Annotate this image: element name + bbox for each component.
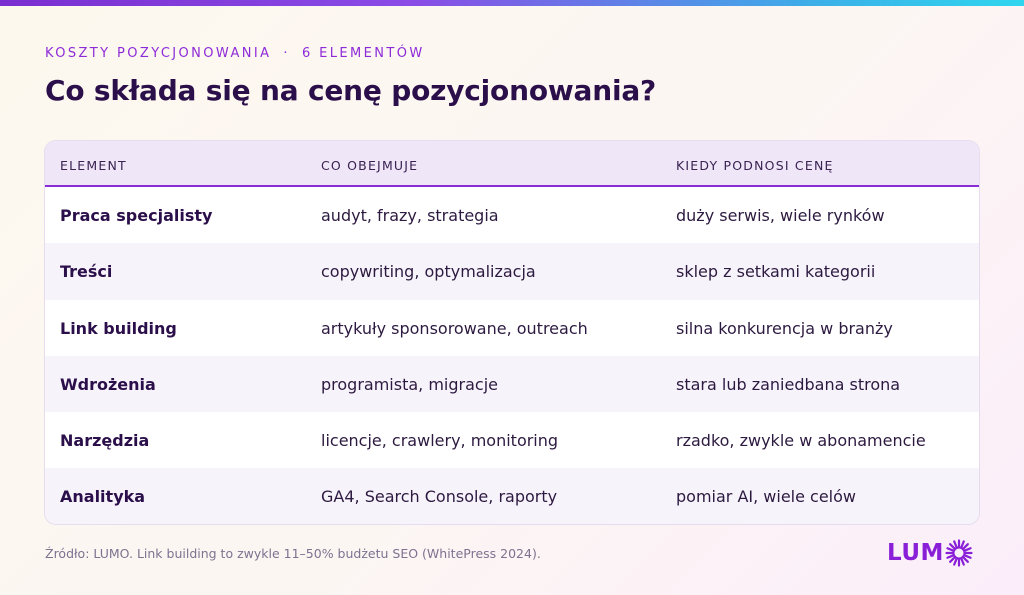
column-header-scope: CO OBEJMUJE bbox=[321, 158, 419, 173]
table-header: ELEMENT CO OBEJMUJE KIEDY PODNOSI CENĘ bbox=[45, 141, 979, 187]
cell-scope: licencje, crawlery, monitoring bbox=[321, 431, 559, 451]
table-row: Wdrożenia programista, migracje stara lu… bbox=[45, 355, 979, 413]
table-row: Analityka GA4, Search Console, raporty p… bbox=[45, 468, 979, 524]
cell-element: Wdrożenia bbox=[60, 374, 156, 394]
page-title: Co składa się na cenę pozycjonowania? bbox=[45, 74, 657, 107]
cost-table: ELEMENT CO OBEJMUJE KIEDY PODNOSI CENĘ P… bbox=[44, 140, 980, 525]
cell-when: silna konkurencja w branży bbox=[676, 318, 893, 338]
column-header-element: ELEMENT bbox=[60, 158, 127, 173]
cell-element: Analityka bbox=[60, 487, 146, 507]
logo-text: LUM bbox=[887, 540, 944, 566]
top-gradient-bar bbox=[0, 0, 1024, 6]
table-body: Praca specjalisty audyt, frazy, strategi… bbox=[45, 187, 979, 524]
cell-scope: GA4, Search Console, raporty bbox=[321, 487, 558, 507]
cell-scope: audyt, frazy, strategia bbox=[321, 206, 499, 225]
cell-when: duży serwis, wiele rynków bbox=[676, 206, 885, 225]
table-row: Treści copywriting, optymalizacja sklep … bbox=[45, 243, 979, 300]
table-row: Link building artykuły sponsorowane, out… bbox=[45, 300, 979, 356]
cell-element: Narzędzia bbox=[60, 431, 150, 451]
cell-scope: copywriting, optymalizacja bbox=[321, 262, 536, 282]
table-row: Praca specjalisty audyt, frazy, strategi… bbox=[45, 187, 979, 243]
eyebrow: KOSZTY POZYCJONOWANIA · 6 ELEMENTÓW bbox=[45, 46, 425, 61]
lumo-logo: LUM bbox=[887, 538, 973, 568]
eyebrow-count: 6 ELEMENTÓW bbox=[301, 46, 425, 61]
cell-scope: artykuły sponsorowane, outreach bbox=[321, 318, 588, 338]
cell-when: pomiar AI, wiele celów bbox=[676, 487, 856, 507]
cell-when: rzadko, zwykle w abonamencie bbox=[676, 431, 926, 451]
cell-scope: programista, migracje bbox=[321, 374, 498, 394]
cell-element: Treści bbox=[60, 262, 113, 282]
sun-ring-icon bbox=[945, 539, 973, 567]
cell-when: sklep z setkami kategorii bbox=[676, 262, 876, 282]
source-note: Źródło: LUMO. Link building to zwykle 11… bbox=[45, 546, 541, 561]
cell-element: Link building bbox=[60, 318, 177, 338]
cell-element: Praca specjalisty bbox=[60, 206, 213, 225]
cell-when: stara lub zaniedbana strona bbox=[676, 374, 901, 394]
column-header-when: KIEDY PODNOSI CENĘ bbox=[676, 158, 834, 173]
table-row: Narzędzia licencje, crawlery, monitoring… bbox=[45, 412, 979, 468]
eyebrow-topic: KOSZTY POZYCJONOWANIA bbox=[45, 46, 272, 61]
eyebrow-separator: · bbox=[283, 46, 290, 61]
